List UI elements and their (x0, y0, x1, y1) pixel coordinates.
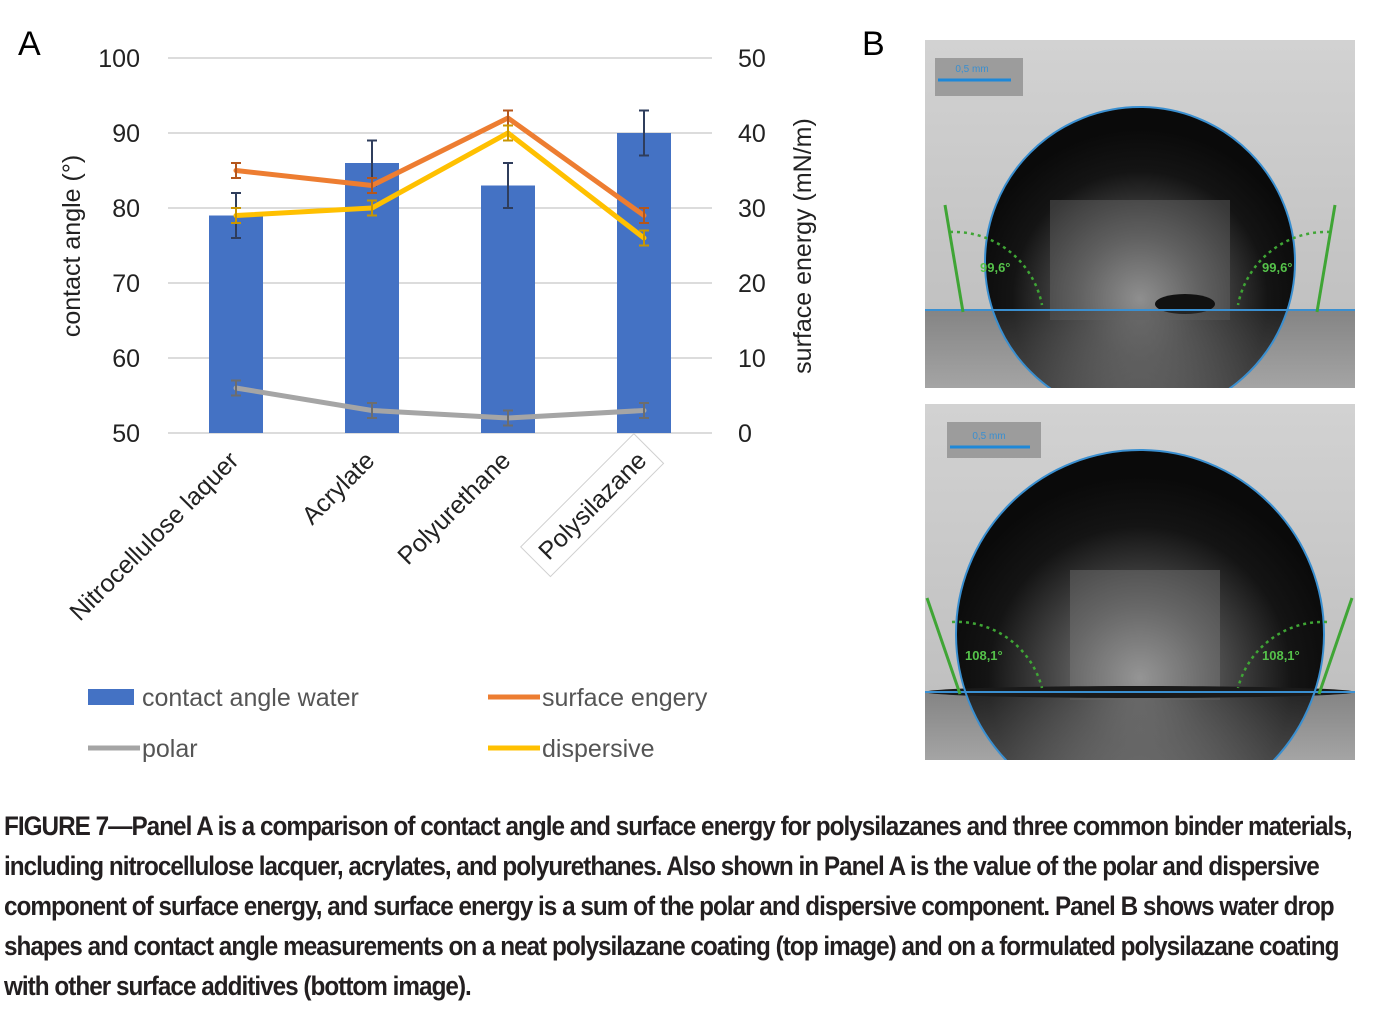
y-left-tick-label: 50 (112, 420, 140, 448)
legend-label: surface engery (542, 684, 708, 712)
y-right-tick-label: 30 (738, 195, 766, 223)
bar (617, 133, 671, 433)
scale-bar-label-top: 0,5 mm (955, 64, 988, 75)
legend-label: polar (142, 735, 198, 763)
angle-label-top-right: 99,6° (1262, 260, 1293, 275)
series-line (233, 385, 647, 421)
y-right-tick-label: 20 (738, 270, 766, 298)
y-left-axis-label: contact angle (°) (58, 155, 86, 337)
chart-legend: contact angle water surface engery polar di… (88, 684, 708, 763)
angle-label-bottom-right: 108,1° (1262, 648, 1300, 663)
panel-a-label: A (18, 25, 41, 63)
angle-label-bottom-left: 108,1° (965, 648, 1003, 663)
legend-label: contact angle water (142, 684, 359, 712)
category-highlight-box (520, 433, 665, 578)
category-label: Nitrocellulose laquer (64, 446, 244, 626)
category-label: Polysilazane (533, 446, 652, 565)
category-label: Polyurethane (392, 446, 516, 570)
bar-series (209, 109, 671, 433)
category-label: Acrylate (297, 446, 381, 530)
line-series (231, 109, 649, 427)
y-right-tick-label: 10 (738, 345, 766, 373)
y-right-tick-label: 0 (738, 420, 752, 448)
series-line (233, 115, 647, 218)
x-category-labels: Nitrocellulose laquer Acrylate Polyurethan… (64, 433, 665, 626)
figure: A B 50 60 70 80 90 100 0 10 20 30 40 50 Nitrocellu… (18, 25, 1355, 763)
drop-image-bottom: 0,5 mm 108,1° 108,1° (925, 404, 1355, 760)
drop-image-top: 0,5 mm 99,6° 99,6° (925, 40, 1355, 388)
y-left-tick-label: 100 (98, 45, 140, 73)
legend-swatch (88, 689, 134, 705)
y-right-ticks: 0 10 20 30 40 50 (738, 45, 766, 448)
y-right-tick-label: 40 (738, 120, 766, 148)
panel-b-label: B (862, 25, 885, 63)
legend-label: dispersive (542, 735, 655, 763)
category-label-box (520, 433, 665, 578)
bar (481, 185, 535, 433)
y-left-tick-label: 80 (112, 195, 140, 223)
angle-label-top-left: 99,6° (980, 260, 1011, 275)
bar (209, 215, 263, 433)
y-left-tick-label: 70 (112, 270, 140, 298)
y-right-axis-label: surface energy (mN/m) (789, 118, 817, 374)
y-left-tick-label: 60 (112, 345, 140, 373)
figure-caption: FIGURE 7—Panel A is a comparison of cont… (4, 811, 1353, 1001)
y-right-tick-label: 50 (738, 45, 766, 73)
y-left-ticks: 50 60 70 80 90 100 (98, 45, 140, 448)
scale-bar-label-bottom: 0,5 mm (972, 431, 1005, 442)
series-line (233, 130, 647, 241)
chart-panel-a: 50 60 70 80 90 100 0 10 20 30 40 50 Nitrocellulose… (58, 45, 817, 763)
y-left-tick-label: 90 (112, 120, 140, 148)
